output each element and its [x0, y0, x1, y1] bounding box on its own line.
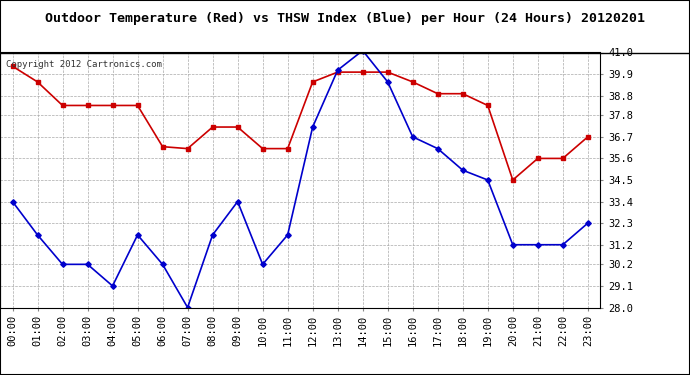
Text: Outdoor Temperature (Red) vs THSW Index (Blue) per Hour (24 Hours) 20120201: Outdoor Temperature (Red) vs THSW Index … [45, 12, 645, 25]
Text: Copyright 2012 Cartronics.com: Copyright 2012 Cartronics.com [6, 60, 162, 69]
